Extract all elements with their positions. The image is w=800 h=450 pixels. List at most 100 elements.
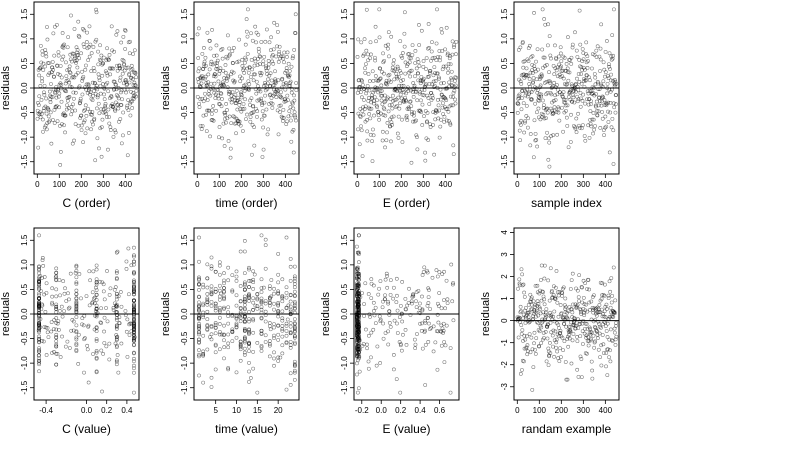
y-axis-label: residuals xyxy=(160,65,172,110)
data-point xyxy=(88,42,93,47)
data-point xyxy=(288,278,293,283)
data-point xyxy=(260,109,265,114)
data-point xyxy=(129,63,134,68)
data-point xyxy=(592,345,597,350)
data-point xyxy=(549,134,554,139)
data-point xyxy=(285,74,290,78)
data-point xyxy=(104,115,109,119)
data-point xyxy=(213,331,218,336)
data-point xyxy=(132,317,136,322)
data-point xyxy=(379,88,384,93)
data-point xyxy=(63,130,67,135)
data-point xyxy=(94,355,99,360)
data-point xyxy=(65,339,70,344)
data-point xyxy=(452,45,456,49)
data-point xyxy=(290,56,295,61)
data-point xyxy=(580,68,584,73)
data-point xyxy=(600,96,605,100)
data-point xyxy=(422,88,427,92)
data-point xyxy=(289,90,294,95)
data-point xyxy=(115,103,120,107)
data-point xyxy=(132,328,136,333)
data-point xyxy=(426,340,431,344)
data-point xyxy=(553,85,558,90)
data-point xyxy=(392,318,397,323)
data-point xyxy=(108,128,113,132)
data-point xyxy=(412,110,416,115)
data-point xyxy=(56,72,60,76)
data-point xyxy=(575,367,580,372)
data-point xyxy=(392,77,397,82)
data-point xyxy=(288,293,293,298)
data-point xyxy=(57,91,62,96)
data-point xyxy=(413,49,418,53)
data-point xyxy=(553,98,558,102)
data-point xyxy=(387,54,391,59)
data-point xyxy=(259,290,264,294)
data-point xyxy=(209,288,214,292)
data-point xyxy=(125,355,130,359)
x-tick-label: 300 xyxy=(97,180,111,189)
data-point xyxy=(441,81,446,85)
plot-frame xyxy=(513,227,620,401)
data-point xyxy=(370,159,375,163)
data-point xyxy=(406,89,411,93)
data-point xyxy=(593,339,597,344)
data-point xyxy=(125,317,130,322)
data-point xyxy=(293,31,298,36)
data-point xyxy=(251,110,256,115)
data-point xyxy=(222,323,226,328)
data-point xyxy=(126,131,131,135)
data-point xyxy=(251,280,256,285)
data-point xyxy=(118,117,123,121)
data-point xyxy=(245,51,250,56)
data-point xyxy=(538,288,542,293)
data-point xyxy=(67,305,72,310)
data-point xyxy=(517,277,522,282)
data-point xyxy=(577,319,582,324)
data-point xyxy=(101,352,105,356)
data-point xyxy=(59,304,64,309)
data-point xyxy=(74,315,79,319)
data-point xyxy=(275,44,279,49)
data-point xyxy=(210,108,215,113)
data-point xyxy=(605,91,609,96)
data-point xyxy=(229,121,234,125)
data-point xyxy=(518,120,522,125)
data-point xyxy=(40,52,45,57)
data-point xyxy=(584,302,588,307)
data-point xyxy=(451,318,456,323)
y-tick-label: 1.5 xyxy=(180,234,189,246)
data-point xyxy=(51,327,56,331)
data-point xyxy=(204,112,208,117)
data-point xyxy=(419,110,424,115)
y-tick-label: 0.5 xyxy=(340,283,349,295)
data-point xyxy=(37,360,41,365)
data-point xyxy=(126,246,131,251)
data-point xyxy=(43,64,47,69)
data-point xyxy=(404,307,408,312)
y-tick-label: 0.5 xyxy=(500,57,509,69)
data-point xyxy=(234,293,239,298)
data-point xyxy=(587,300,592,305)
data-point xyxy=(394,300,399,305)
data-point xyxy=(360,154,365,158)
data-point xyxy=(210,62,215,67)
x-tick-label: 20 xyxy=(274,406,283,415)
data-point xyxy=(586,343,591,348)
data-point xyxy=(94,83,99,88)
data-point xyxy=(115,334,120,339)
data-point xyxy=(250,152,254,157)
data-point xyxy=(438,87,443,92)
data-point xyxy=(104,111,109,116)
data-point xyxy=(280,318,285,323)
data-point xyxy=(107,121,112,126)
data-point xyxy=(38,84,43,88)
data-point xyxy=(94,263,99,268)
data-point xyxy=(206,72,211,77)
data-point xyxy=(425,119,429,124)
data-point xyxy=(581,295,586,300)
data-point xyxy=(517,96,522,100)
data-point xyxy=(603,114,608,119)
data-point xyxy=(94,10,99,15)
